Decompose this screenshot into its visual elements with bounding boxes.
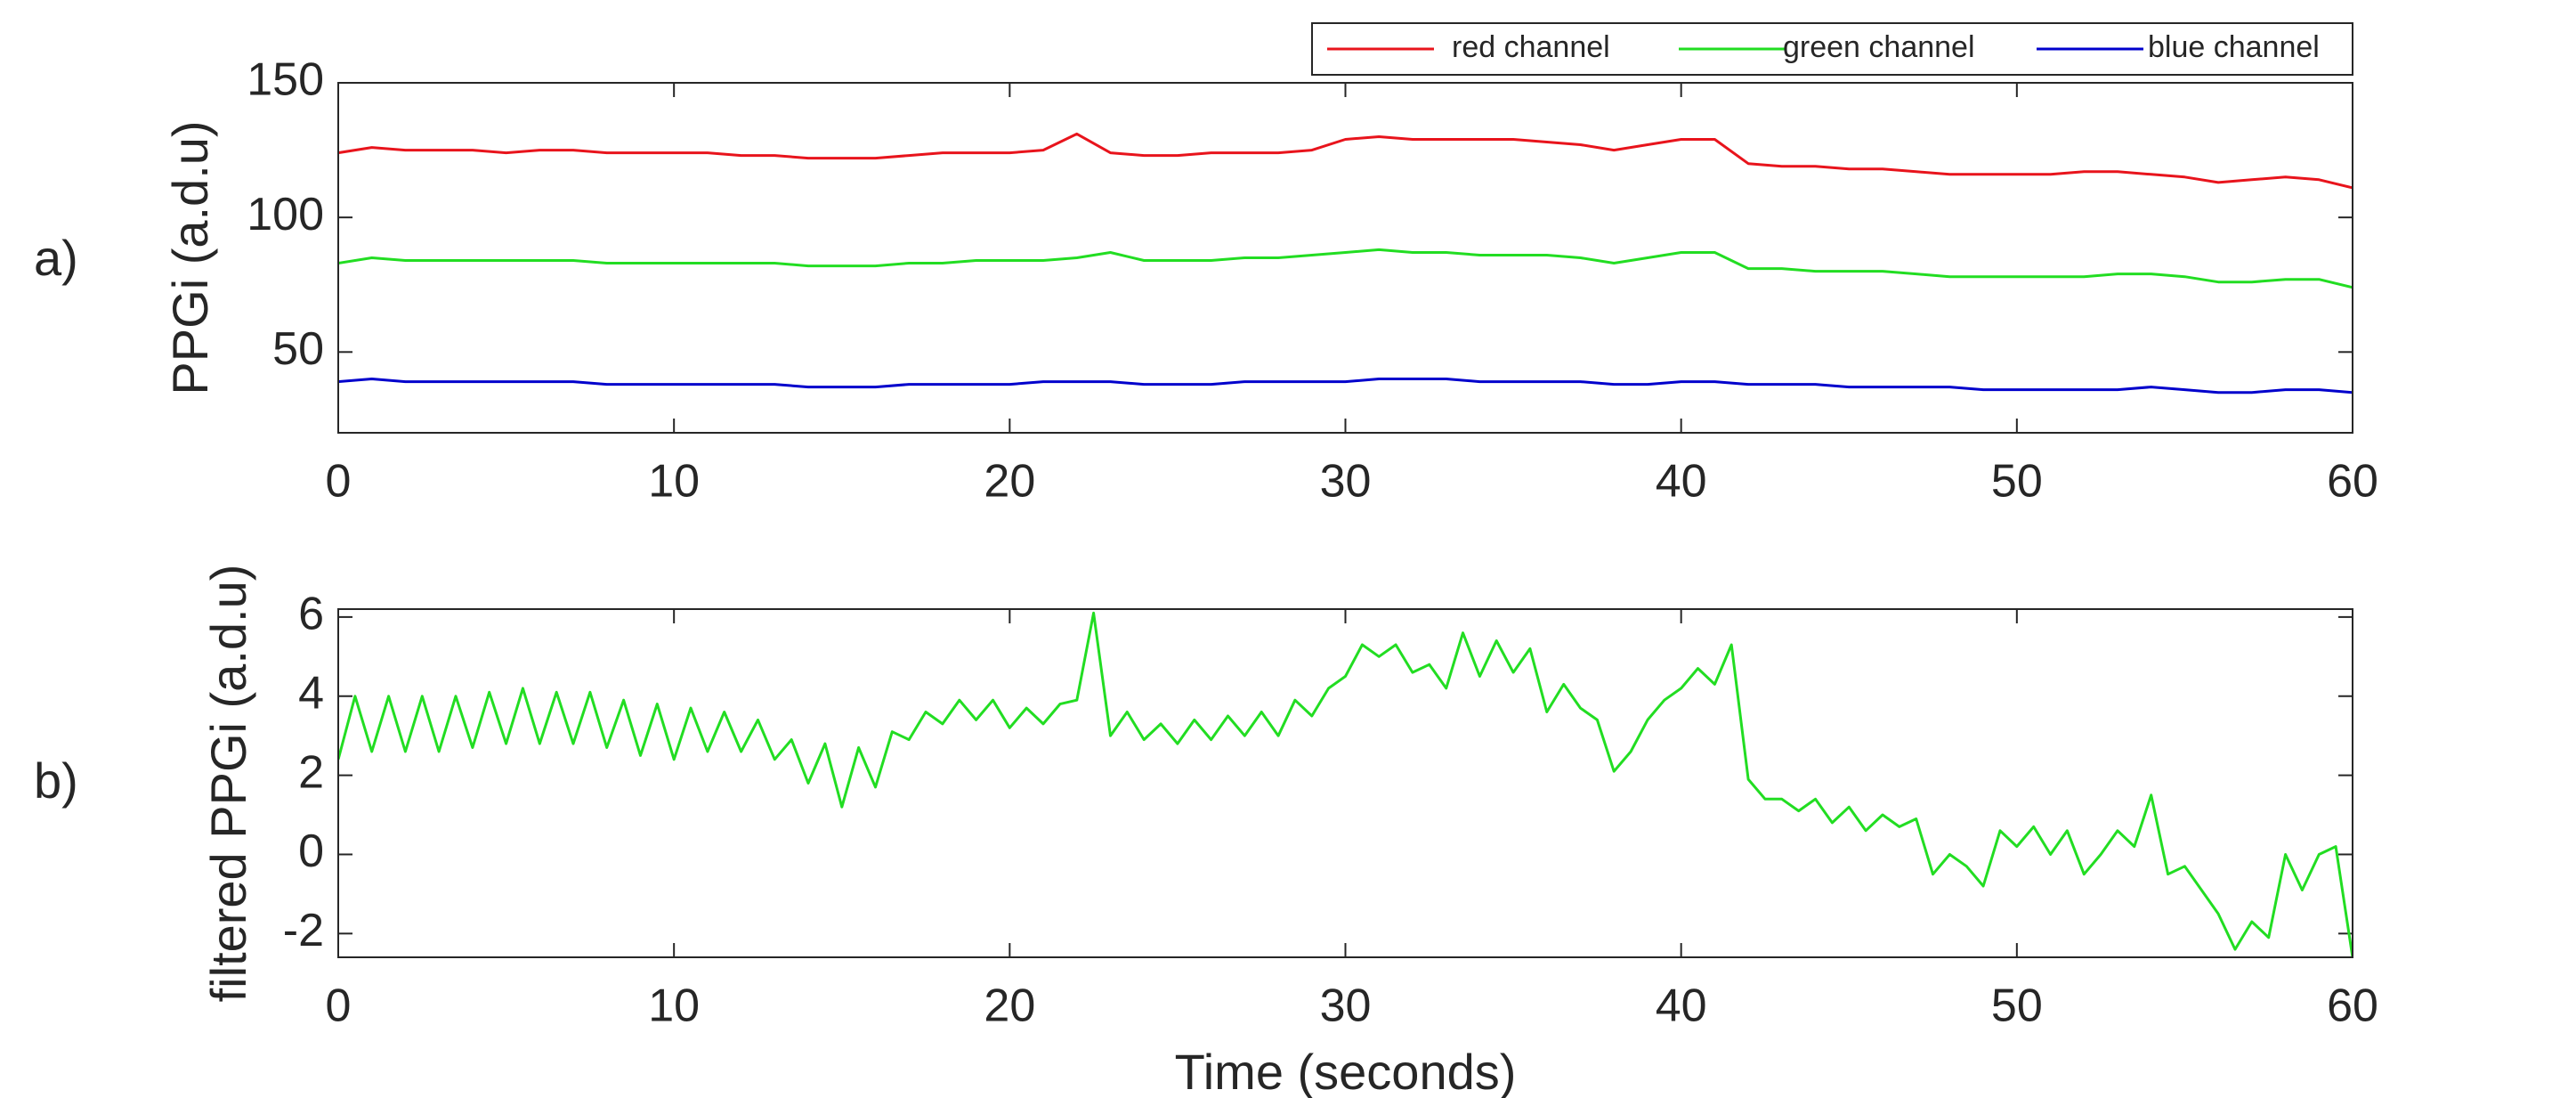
legend-box xyxy=(1311,22,2353,76)
y-tick-label: 0 xyxy=(298,826,324,877)
axes-box xyxy=(337,608,2353,958)
panel-label: a) xyxy=(34,230,78,286)
y-axis-label: filtered PPGi (a.d.u) xyxy=(200,565,256,1003)
x-tick-label: 10 xyxy=(648,456,700,508)
x-axis-label: Time (seconds) xyxy=(1175,1044,1517,1098)
x-tick-label: 30 xyxy=(1320,456,1372,508)
y-tick-label: 150 xyxy=(247,54,324,106)
y-tick-label: 2 xyxy=(298,746,324,798)
x-tick-label: 10 xyxy=(648,980,700,1032)
series-line xyxy=(338,611,2353,957)
x-tick-label: 0 xyxy=(326,456,352,508)
y-tick-label: -2 xyxy=(283,905,324,956)
y-tick-label: 50 xyxy=(272,323,324,375)
x-tick-label: 50 xyxy=(1991,456,2043,508)
x-tick-label: 0 xyxy=(326,980,352,1032)
y-tick-label: 6 xyxy=(298,589,324,640)
series-line xyxy=(338,248,2353,289)
x-tick-label: 20 xyxy=(984,456,1035,508)
x-tick-label: 50 xyxy=(1991,980,2043,1032)
x-tick-label: 40 xyxy=(1656,980,1707,1032)
legend-label: blue channel xyxy=(2148,30,2320,64)
x-tick-label: 40 xyxy=(1656,456,1707,508)
x-tick-label: 30 xyxy=(1320,980,1372,1032)
y-tick-label: 4 xyxy=(298,667,324,719)
y-axis-label: PPGi (a.d.u) xyxy=(162,120,218,394)
x-tick-label: 60 xyxy=(2327,456,2378,508)
legend-label: green channel xyxy=(1783,30,1975,64)
series-line xyxy=(338,132,2353,190)
legend-label: red channel xyxy=(1452,30,1610,64)
y-tick-label: 100 xyxy=(247,189,324,240)
axes-box xyxy=(337,82,2353,434)
x-tick-label: 20 xyxy=(984,980,1035,1032)
x-tick-label: 60 xyxy=(2327,980,2378,1032)
series-line xyxy=(338,378,2353,394)
panel-label: b) xyxy=(34,752,78,809)
